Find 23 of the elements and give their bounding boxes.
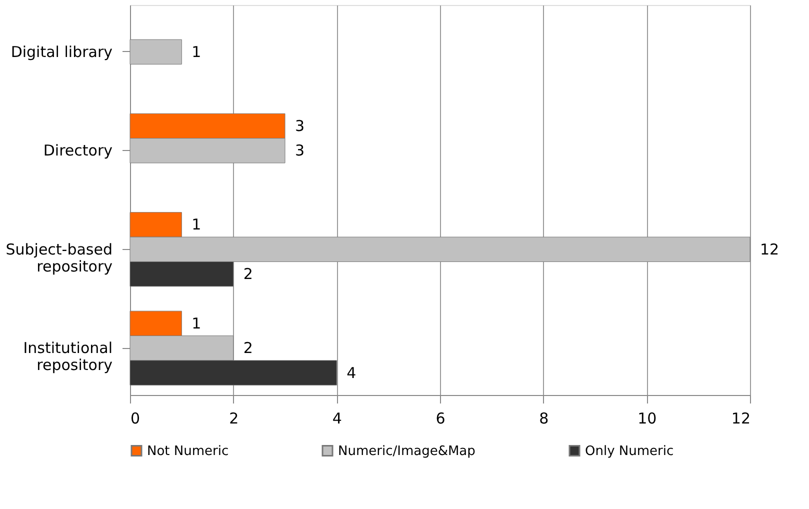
data-label: 1 (192, 216, 202, 234)
x-tick-label: 8 (539, 410, 549, 428)
x-tick-label: 2 (229, 410, 239, 428)
x-tick-label: 6 (436, 410, 446, 428)
y-tick-label: Subject-based repository (6, 240, 113, 276)
data-label: 2 (243, 265, 253, 284)
x-tick-label: 4 (332, 410, 342, 428)
x-tick-label: 10 (638, 410, 657, 428)
data-label: 3 (295, 116, 305, 135)
y-tick-label: Digital library (10, 42, 113, 61)
data-label: 2 (243, 339, 253, 358)
data-label: 1 (192, 314, 202, 332)
y-tick-label: Institutional repository (23, 339, 113, 374)
legend-label: Only Numeric (585, 444, 674, 459)
y-tick-label: Directory (43, 142, 113, 160)
legend-label: Numeric/Image&Map (338, 444, 476, 459)
data-label: 12 (760, 240, 780, 258)
legend-label: Not Numeric (147, 444, 229, 459)
x-tick-label: 0 (130, 410, 140, 428)
x-tick-label: 12 (731, 410, 750, 428)
data-label: 3 (295, 142, 305, 160)
data-label: 1 (192, 42, 202, 61)
data-label: 4 (346, 364, 356, 382)
